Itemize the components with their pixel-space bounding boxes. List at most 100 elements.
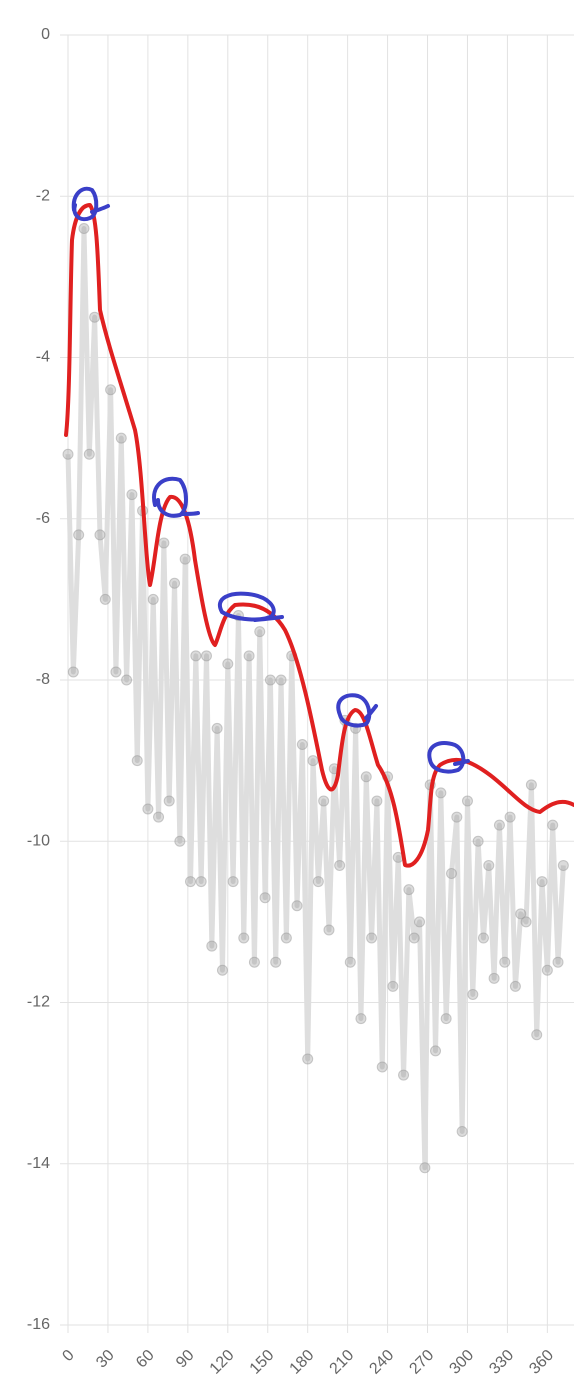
x-tick-label: 180 xyxy=(287,1347,318,1378)
x-tick-label: 240 xyxy=(366,1347,397,1378)
data-point xyxy=(105,384,117,396)
data-point xyxy=(296,739,308,750)
x-tick-label: 150 xyxy=(247,1347,278,1378)
data-point xyxy=(126,489,138,501)
data-point xyxy=(520,916,532,928)
data-point xyxy=(169,577,181,589)
y-tick-label: -6 xyxy=(36,510,50,527)
data-point xyxy=(477,932,489,944)
data-point xyxy=(403,884,415,896)
data-point xyxy=(312,876,324,888)
data-point xyxy=(408,932,420,944)
data-point xyxy=(531,1029,543,1041)
data-point xyxy=(456,1126,468,1137)
plot: 0 -2 -4 -6 -8 -10 -12 -14 -16 0 30 60 90 120 150 180 210… xyxy=(27,26,574,1378)
blue-annotation xyxy=(71,186,110,222)
data-point xyxy=(270,956,282,968)
x-tick-label: 90 xyxy=(173,1347,198,1372)
data-point xyxy=(174,835,186,847)
y-tick-label: -10 xyxy=(27,832,50,849)
data-point xyxy=(472,835,484,847)
annotations xyxy=(64,186,574,868)
data-point xyxy=(163,795,175,807)
data-point xyxy=(488,972,500,984)
x-tick-label: 360 xyxy=(526,1347,557,1378)
data-point xyxy=(62,448,74,460)
data-point xyxy=(222,658,234,670)
data-point xyxy=(515,908,527,920)
data-point xyxy=(121,674,133,686)
data-point xyxy=(131,755,143,767)
data-point xyxy=(419,1162,431,1174)
data-point xyxy=(430,1045,442,1057)
data-point xyxy=(509,980,521,992)
data-point xyxy=(67,666,79,678)
data-point xyxy=(541,964,553,976)
data-point xyxy=(200,650,212,662)
data-point xyxy=(445,868,457,879)
data-point xyxy=(227,876,239,888)
data-point xyxy=(185,876,197,888)
data-point xyxy=(440,1013,452,1025)
y-tick-label: -2 xyxy=(36,187,50,204)
x-tick-label: 210 xyxy=(327,1347,358,1378)
data-point xyxy=(435,787,447,799)
data-point xyxy=(94,529,106,541)
data-point xyxy=(99,593,111,605)
data-point xyxy=(414,916,426,928)
data-point xyxy=(115,432,127,444)
data-point xyxy=(552,956,564,968)
data-point xyxy=(318,795,330,807)
data-point xyxy=(291,900,303,912)
blue-annotation xyxy=(152,476,200,518)
data-point xyxy=(360,771,372,783)
x-tick-label: 270 xyxy=(406,1347,437,1378)
data-point xyxy=(376,1061,388,1073)
data-point xyxy=(238,932,250,944)
x-tick-label: 300 xyxy=(446,1347,477,1378)
x-tick-label: 0 xyxy=(59,1347,77,1365)
data-point xyxy=(302,1053,314,1065)
data-point xyxy=(334,859,346,871)
data-point xyxy=(493,819,505,831)
blue-annotation xyxy=(218,591,284,622)
y-tick-label: -14 xyxy=(27,1155,50,1172)
data-point xyxy=(275,674,287,686)
data-point xyxy=(179,553,191,565)
data-point xyxy=(387,980,399,992)
data-point xyxy=(89,311,101,323)
x-tick-label: 60 xyxy=(133,1347,158,1372)
data-point xyxy=(83,448,95,460)
data-point xyxy=(547,819,559,831)
data-point xyxy=(557,859,569,871)
data-point xyxy=(195,876,207,888)
data-point xyxy=(483,859,495,871)
data-point xyxy=(216,964,228,976)
data-point xyxy=(254,626,266,638)
data-point xyxy=(147,593,159,605)
blue-annotation xyxy=(336,693,378,728)
x-tick-label: 120 xyxy=(207,1347,238,1378)
x-tick-label: 30 xyxy=(93,1347,118,1372)
x-tick-label: 330 xyxy=(486,1347,517,1378)
data-point xyxy=(158,537,170,549)
data-point xyxy=(110,666,122,678)
data-point xyxy=(467,988,479,1000)
data-point xyxy=(190,650,202,662)
y-tick-label: -12 xyxy=(27,994,50,1011)
data-point xyxy=(248,956,260,968)
data-point xyxy=(259,892,271,904)
data-point xyxy=(536,876,548,888)
data-point xyxy=(206,940,218,952)
series-line xyxy=(65,226,566,1171)
data-point xyxy=(355,1013,367,1025)
blue-annotation xyxy=(427,741,470,774)
y-tick-label: -8 xyxy=(36,671,50,688)
data-point xyxy=(78,223,90,234)
data-point xyxy=(323,924,335,936)
data-point xyxy=(461,795,473,807)
data-point xyxy=(264,674,276,686)
data-point xyxy=(153,811,165,823)
data-point xyxy=(142,803,154,815)
